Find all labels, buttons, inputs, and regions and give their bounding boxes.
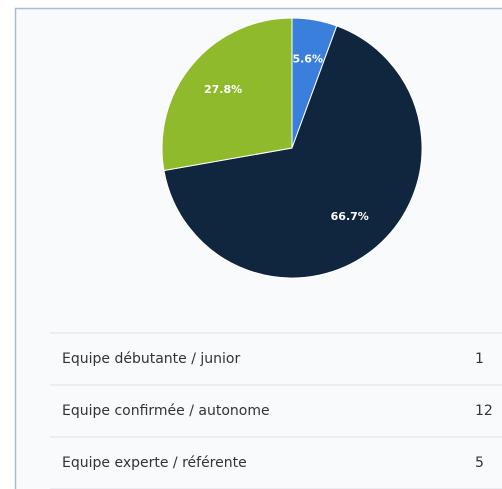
pie: 5.6% 66.7% 27.8% [161,17,423,279]
row-count: 5 [475,455,484,471]
pie-slice [161,17,293,172]
slice-label: 66.7% [331,210,369,223]
slice-label: 5.6% [292,52,323,65]
slice-label: 27.8% [204,83,242,96]
table: Equipe débutante / junior 1 Equipe confirm… [50,332,502,489]
row-label: Equipe confirmée / autonome [62,403,270,419]
row-count: 1 [475,351,484,367]
row-label: Equipe experte / référente [62,455,247,471]
row-count: 12 [475,403,493,419]
pie-slice [163,25,423,279]
row-label: Equipe débutante / junior [62,351,240,367]
